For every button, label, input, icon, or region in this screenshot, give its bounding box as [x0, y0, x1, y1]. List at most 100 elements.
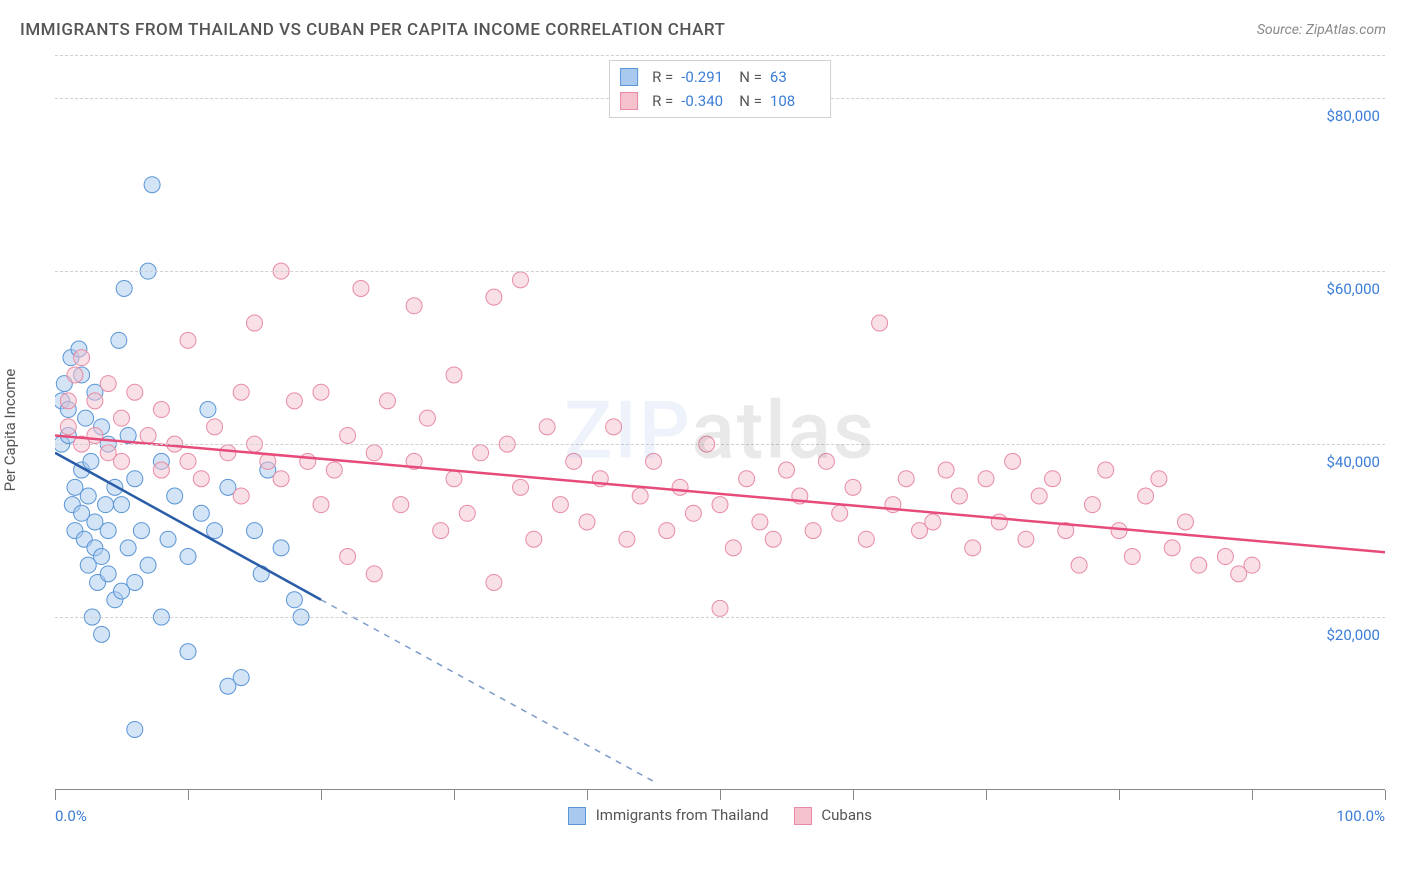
scatter-point — [200, 402, 216, 418]
scatter-point — [313, 497, 329, 513]
scatter-point — [672, 479, 688, 495]
scatter-point — [566, 453, 582, 469]
scatter-point — [180, 549, 196, 565]
x-tick — [1385, 790, 1386, 800]
scatter-point — [100, 566, 116, 582]
r-label: R = — [652, 65, 673, 89]
scatter-point — [273, 471, 289, 487]
scatter-point — [433, 523, 449, 539]
x-tick — [55, 790, 56, 800]
scatter-point — [111, 332, 127, 348]
legend-row-thailand: R = -0.291 N = 63 — [620, 65, 820, 89]
y-axis-label: Per Capita Income — [1, 369, 19, 492]
scatter-point — [353, 280, 369, 296]
scatter-point — [1244, 557, 1260, 573]
scatter-point — [98, 497, 114, 513]
scatter-point — [193, 471, 209, 487]
scatter-point — [473, 445, 489, 461]
scatter-point — [140, 427, 156, 443]
scatter-point — [632, 488, 648, 504]
scatter-point — [340, 427, 356, 443]
r-label: R = — [652, 89, 673, 113]
scatter-point — [805, 523, 821, 539]
scatter-point — [419, 410, 435, 426]
scatter-point — [127, 574, 143, 590]
scatter-point — [127, 384, 143, 400]
scatter-point — [752, 514, 768, 530]
scatter-point — [193, 505, 209, 521]
scatter-point — [446, 471, 462, 487]
scatter-point — [1164, 540, 1180, 556]
x-axis-max-label: 100.0% — [1336, 807, 1385, 825]
scatter-point — [925, 514, 941, 530]
n-label: N = — [739, 65, 762, 89]
correlation-legend: R = -0.291 N = 63 R = -0.340 N = 108 — [609, 60, 831, 118]
scatter-point — [286, 592, 302, 608]
scatter-point — [127, 721, 143, 737]
scatter-point — [898, 471, 914, 487]
legend-swatch-cubans — [620, 92, 638, 110]
scatter-point — [247, 523, 263, 539]
scatter-point — [87, 427, 103, 443]
scatter-point — [273, 540, 289, 556]
scatter-point — [872, 315, 888, 331]
scatter-point — [220, 445, 236, 461]
legend-item-cubans: Cubans — [794, 806, 872, 825]
scatter-point — [366, 445, 382, 461]
grid-line — [55, 444, 1385, 445]
scatter-point — [233, 670, 249, 686]
scatter-point — [1018, 531, 1034, 547]
scatter-point — [818, 453, 834, 469]
scatter-point — [167, 488, 183, 504]
legend-swatch-thailand-icon — [568, 807, 586, 825]
scatter-point — [646, 453, 662, 469]
x-tick — [1252, 790, 1253, 800]
scatter-point — [127, 471, 143, 487]
x-tick — [188, 790, 189, 800]
scatter-point — [1124, 549, 1140, 565]
scatter-point — [1217, 549, 1233, 565]
scatter-point — [114, 410, 130, 426]
scatter-point — [120, 540, 136, 556]
scatter-point — [233, 384, 249, 400]
scatter-point — [116, 280, 132, 296]
scatter-point — [1178, 514, 1194, 530]
scatter-point — [67, 367, 83, 383]
scatter-point — [965, 540, 981, 556]
scatter-point — [74, 350, 90, 366]
y-tick-label: $60,000 — [1326, 280, 1380, 298]
n-label: N = — [739, 89, 762, 113]
y-tick-label: $40,000 — [1326, 453, 1380, 471]
scatter-plot-svg — [55, 55, 1385, 790]
scatter-point — [326, 462, 342, 478]
scatter-point — [300, 453, 316, 469]
scatter-point — [253, 566, 269, 582]
scatter-point — [180, 644, 196, 660]
scatter-point — [739, 471, 755, 487]
legend-label-cubans: Cubans — [821, 806, 872, 824]
x-axis-min-label: 0.0% — [55, 807, 87, 825]
scatter-point — [1084, 497, 1100, 513]
scatter-point — [725, 540, 741, 556]
r-value-cubans: -0.340 — [681, 89, 731, 113]
legend-label-thailand: Immigrants from Thailand — [596, 806, 769, 824]
scatter-point — [60, 419, 76, 435]
scatter-point — [526, 531, 542, 547]
scatter-point — [80, 488, 96, 504]
scatter-point — [233, 488, 249, 504]
scatter-point — [1191, 557, 1207, 573]
scatter-point — [938, 462, 954, 478]
scatter-point — [779, 462, 795, 478]
scatter-point — [659, 523, 675, 539]
scatter-point — [606, 419, 622, 435]
y-tick-label: $20,000 — [1326, 626, 1380, 644]
scatter-point — [247, 315, 263, 331]
n-value-thailand: 63 — [770, 65, 820, 89]
scatter-point — [513, 272, 529, 288]
scatter-point — [832, 505, 848, 521]
scatter-point — [153, 402, 169, 418]
chart-plot-area: R = -0.291 N = 63 R = -0.340 N = 108 ZIP… — [55, 55, 1385, 825]
scatter-point — [1098, 462, 1114, 478]
scatter-point — [951, 488, 967, 504]
scatter-point — [160, 531, 176, 547]
